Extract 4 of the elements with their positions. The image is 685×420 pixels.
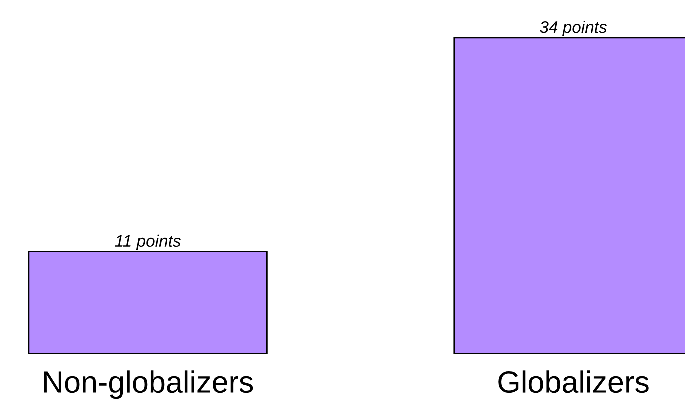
- data-label: 11 points: [115, 234, 181, 250]
- data-label: 34 points: [540, 21, 608, 37]
- x-tick-label: Non-globalizers: [44, 370, 254, 400]
- x-tick-label: Globalizers: [498, 370, 649, 394]
